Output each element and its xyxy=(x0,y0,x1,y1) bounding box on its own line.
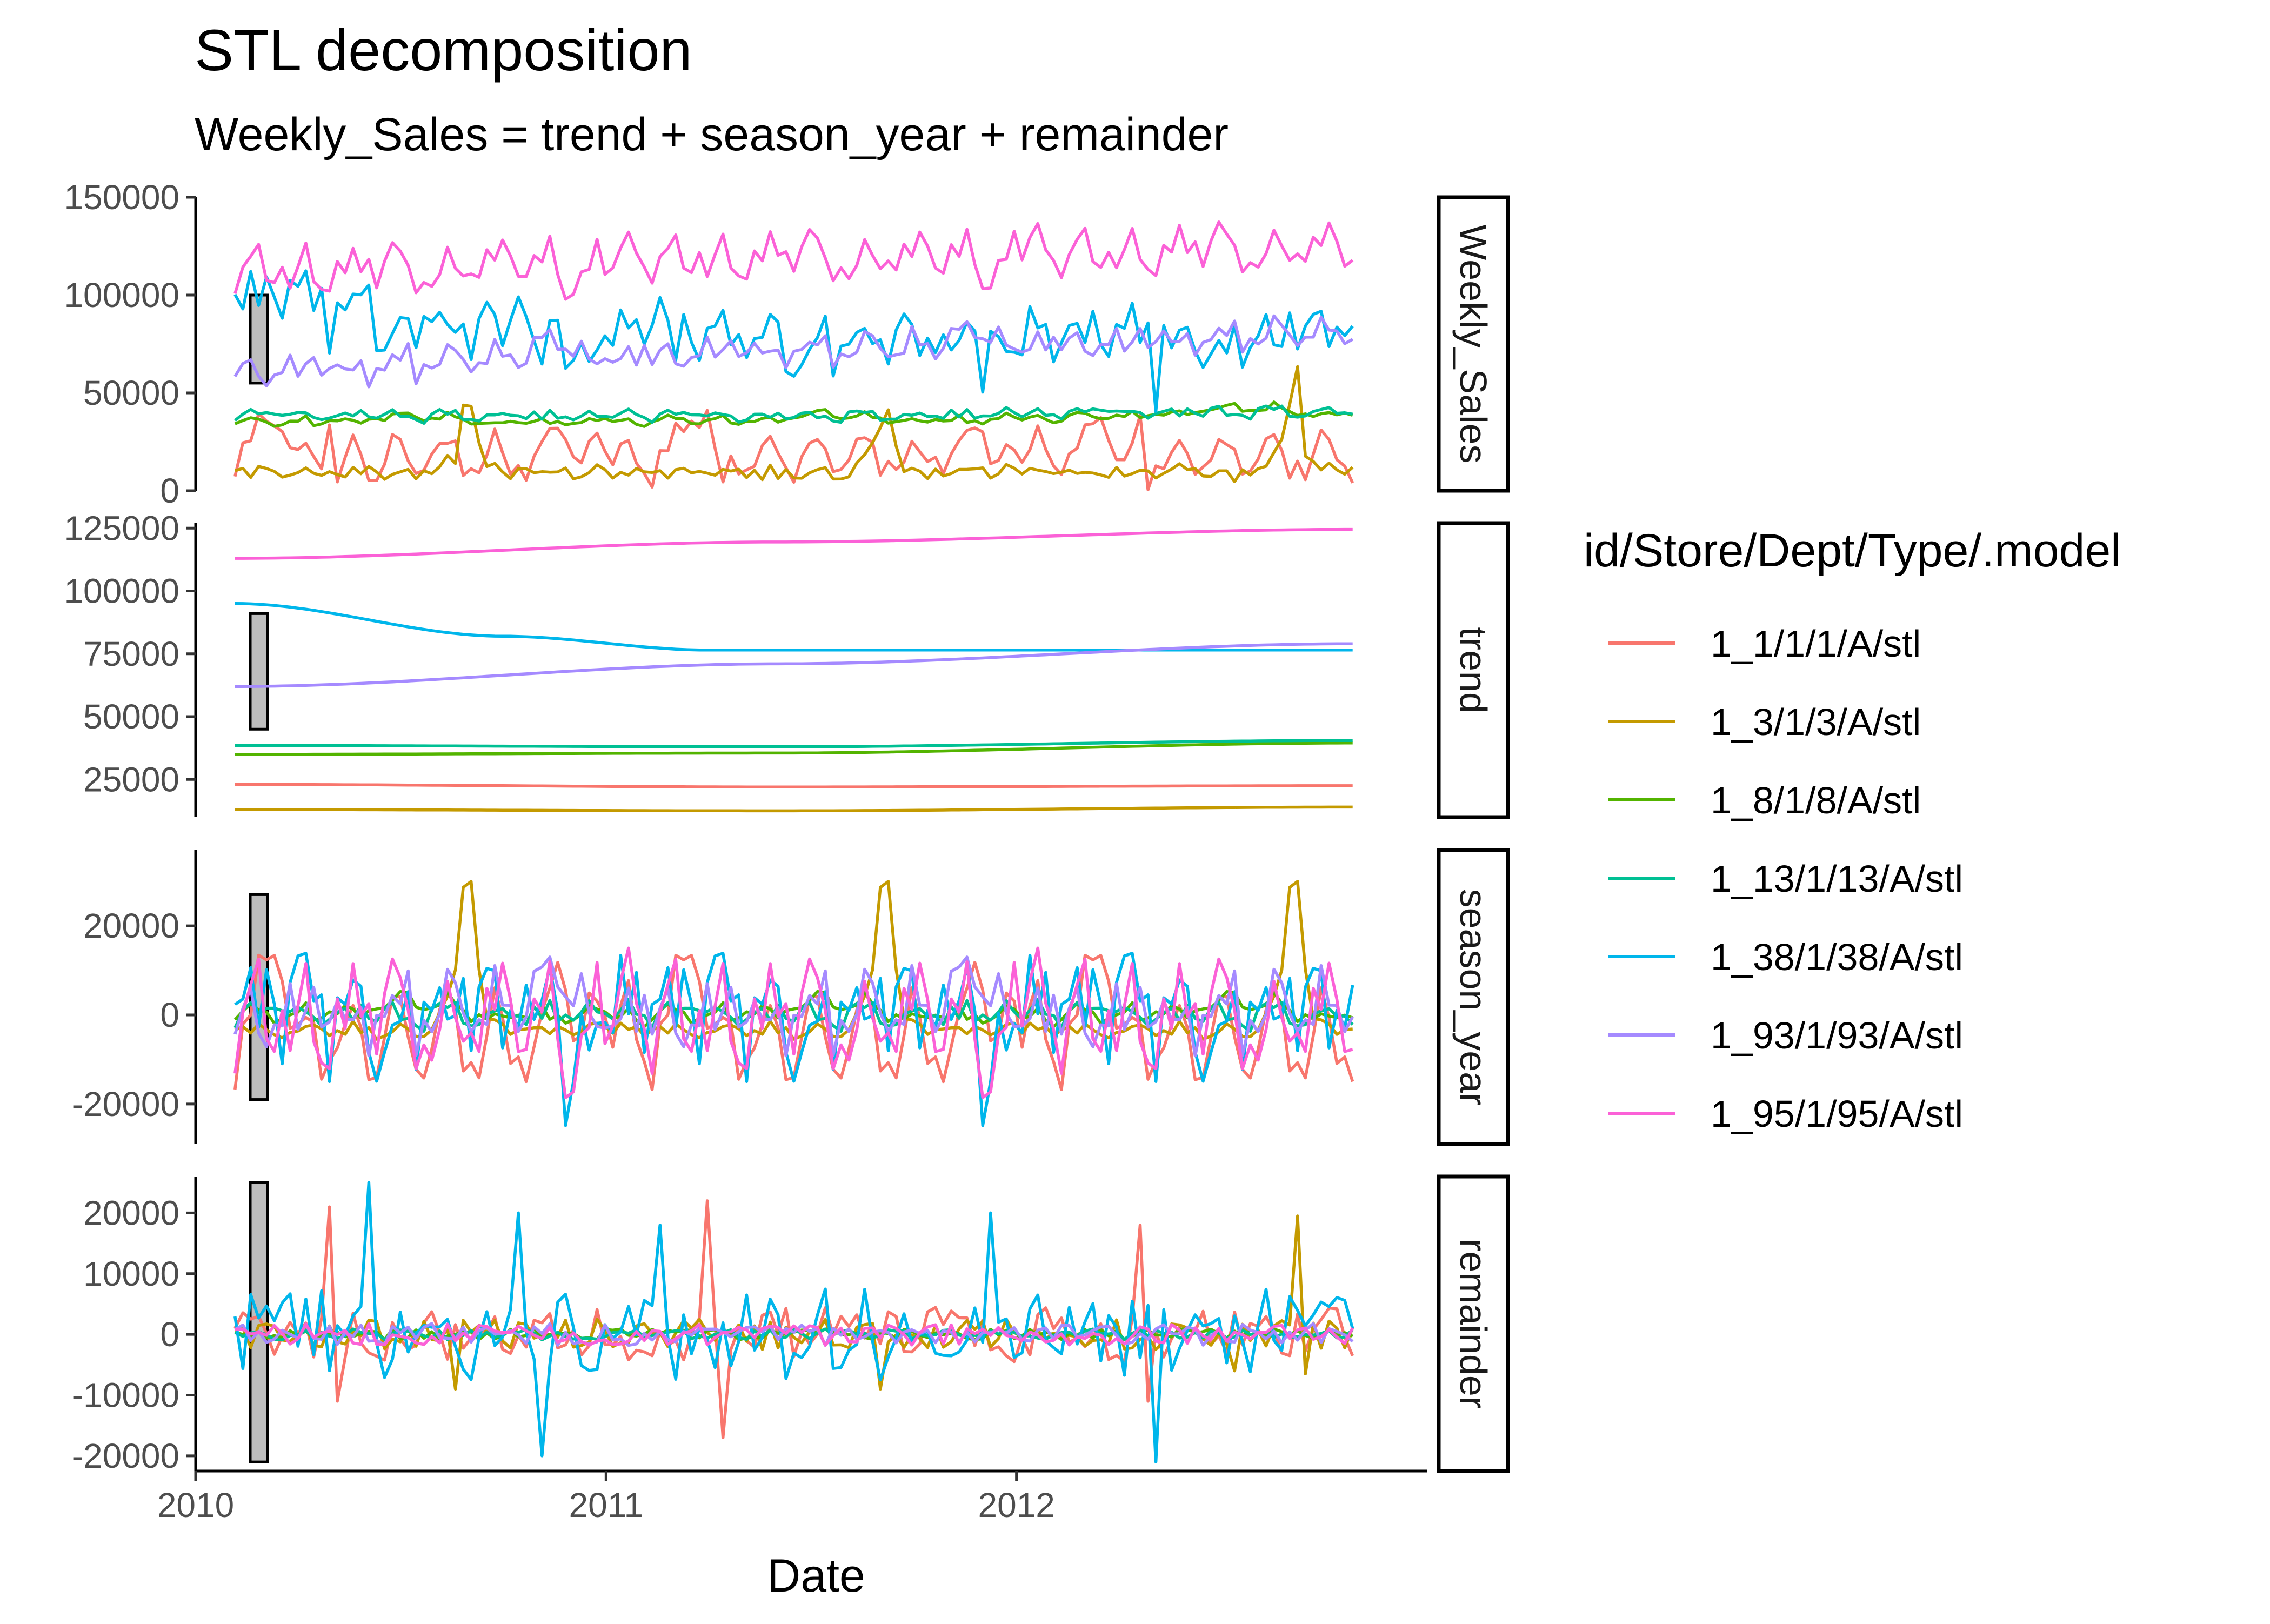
y-tick-label-trend: 75000 xyxy=(83,634,179,673)
panel-weekly-sales: 0 50000 100000 150000 Weekly_Sales xyxy=(64,178,1510,510)
series-line-1-1-1-1-a-stl-trend xyxy=(235,783,1353,788)
facet-panels: 050000100000150000Weekly_Sales2500050000… xyxy=(64,178,1510,1475)
series-line-1-13-1-13-a-stl-trend xyxy=(235,739,1353,748)
chart-title: STL decomposition xyxy=(195,17,692,83)
y-tick-label-weekly-sales: 50000 xyxy=(83,373,179,412)
x-axis: 2010 2011 2012 xyxy=(157,1469,1427,1525)
legend-label-1-95-1-95-a-stl: 1_95/1/95/A/stl xyxy=(1711,1093,1963,1135)
series-line-1-95-1-95-a-stl-season-year xyxy=(233,946,1353,1099)
strip-label-remainder: remainder xyxy=(1452,1239,1494,1409)
legend-item-1-3-1-3-a-stl: 1_3/1/3/A/stl xyxy=(1608,701,1921,743)
series-line-1-8-1-8-a-stl-weekly-sales xyxy=(234,400,1353,428)
y-tick-label-remainder: 0 xyxy=(160,1315,179,1354)
x-tick-label: 2012 xyxy=(978,1486,1054,1525)
legend-label-1-1-1-1-a-stl: 1_1/1/1/A/stl xyxy=(1711,623,1921,665)
y-tick-label-weekly-sales: 0 xyxy=(160,471,179,510)
series-line-1-38-1-38-a-stl-remainder xyxy=(233,1181,1354,1463)
scale-bar-weekly-sales xyxy=(249,293,269,385)
series-line-1-95-1-95-a-stl-remainder xyxy=(235,1322,1354,1347)
series-line-1-8-1-8-a-stl-trend xyxy=(235,741,1353,756)
strip-label-weekly-sales: Weekly_Sales xyxy=(1452,224,1494,463)
series-line-1-3-1-3-a-stl-remainder xyxy=(235,1214,1354,1391)
series-line-1-93-1-93-a-stl-trend xyxy=(235,642,1353,688)
legend-item-1-93-1-93-a-stl: 1_93/1/93/A/stl xyxy=(1608,1014,1963,1057)
y-tick-label-season-year: 20000 xyxy=(83,906,179,945)
series-line-1-93-1-93-a-stl-weekly-sales xyxy=(233,314,1354,389)
y-tick-label-remainder: 20000 xyxy=(83,1193,179,1232)
scale-bar-remainder xyxy=(249,1181,269,1463)
legend-title: id/Store/Dept/Type/.model xyxy=(1584,525,2121,577)
series-line-1-3-1-3-a-stl-trend xyxy=(235,805,1353,813)
y-tick-label-season-year: -20000 xyxy=(72,1085,179,1124)
strip-label-trend: trend xyxy=(1452,627,1494,713)
panel-remainder: -20000 -10000 0 10000 20000 remainder xyxy=(72,1174,1510,1475)
legend-item-1-1-1-1-a-stl: 1_1/1/1/A/stl xyxy=(1608,623,1921,665)
legend-item-1-13-1-13-a-stl: 1_13/1/13/A/stl xyxy=(1608,858,1963,900)
y-tick-label-weekly-sales: 150000 xyxy=(64,178,179,217)
y-tick-label-remainder: -20000 xyxy=(72,1436,179,1475)
strip-weekly-sales xyxy=(1437,195,1510,493)
series-line-1-95-1-95-a-stl-trend xyxy=(235,527,1353,560)
series-line-1-3-1-3-a-stl-weekly-sales xyxy=(235,365,1354,483)
y-tick-label-trend: 100000 xyxy=(64,572,179,611)
y-tick-label-trend: 25000 xyxy=(83,760,179,799)
legend-item-1-95-1-95-a-stl: 1_95/1/95/A/stl xyxy=(1608,1093,1963,1135)
strip-trend xyxy=(1437,521,1510,819)
strip-remainder xyxy=(1437,1174,1510,1473)
series-line-1-13-1-13-a-stl-weekly-sales xyxy=(234,404,1353,425)
y-tick-label-weekly-sales: 100000 xyxy=(64,276,179,315)
legend-item-1-38-1-38-a-stl: 1_38/1/38/A/stl xyxy=(1608,936,1963,978)
legend-label-1-13-1-13-a-stl: 1_13/1/13/A/stl xyxy=(1711,858,1963,900)
series-line-1-38-1-38-a-stl-weekly-sales xyxy=(233,269,1354,413)
x-tick-label: 2011 xyxy=(569,1486,644,1525)
x-tick-label: 2010 xyxy=(157,1486,234,1525)
strip-season-year xyxy=(1437,848,1510,1146)
y-tick-label-trend: 50000 xyxy=(83,697,179,736)
y-tick-label-trend: 125000 xyxy=(64,509,179,547)
series-line-1-93-1-93-a-stl-remainder xyxy=(234,1322,1354,1347)
y-tick-label-remainder: 10000 xyxy=(83,1254,179,1293)
legend-label-1-8-1-8-a-stl: 1_8/1/8/A/stl xyxy=(1711,779,1921,821)
strip-label-season-year: season_year xyxy=(1452,889,1494,1106)
panel-season-year: -20000 0 20000 season_year xyxy=(72,848,1510,1146)
series-line-1-95-1-95-a-stl-weekly-sales xyxy=(233,220,1354,301)
series-line-1-38-1-38-a-stl-season-year xyxy=(234,952,1354,1127)
y-tick-label-remainder: -10000 xyxy=(72,1376,179,1415)
legend-label-1-93-1-93-a-stl: 1_93/1/93/A/stl xyxy=(1711,1014,1963,1057)
scale-bar-trend xyxy=(249,612,269,731)
legend-item-1-8-1-8-a-stl: 1_8/1/8/A/stl xyxy=(1608,779,1921,821)
legend-label-1-38-1-38-a-stl: 1_38/1/38/A/stl xyxy=(1711,936,1963,978)
legend-label-1-3-1-3-a-stl: 1_3/1/3/A/stl xyxy=(1711,701,1921,743)
series-line-1-1-1-1-a-stl-weekly-sales xyxy=(233,409,1354,491)
legend: id/Store/Dept/Type/.model 1_1/1/1/A/stl1… xyxy=(1584,525,2121,1135)
x-axis-title: Date xyxy=(767,1550,865,1602)
chart-subtitle: Weekly_Sales = trend + season_year + rem… xyxy=(195,109,1229,161)
y-tick-label-season-year: 0 xyxy=(160,995,179,1034)
legend-items: 1_1/1/1/A/stl 1_3/1/3/A/stl 1_8/1/8/A/stl 1… xyxy=(1608,623,1963,1135)
panel-trend: 25000 50000 75000 100000 125000 trend xyxy=(64,509,1510,819)
series-line-1-38-1-38-a-stl-trend xyxy=(235,602,1353,652)
